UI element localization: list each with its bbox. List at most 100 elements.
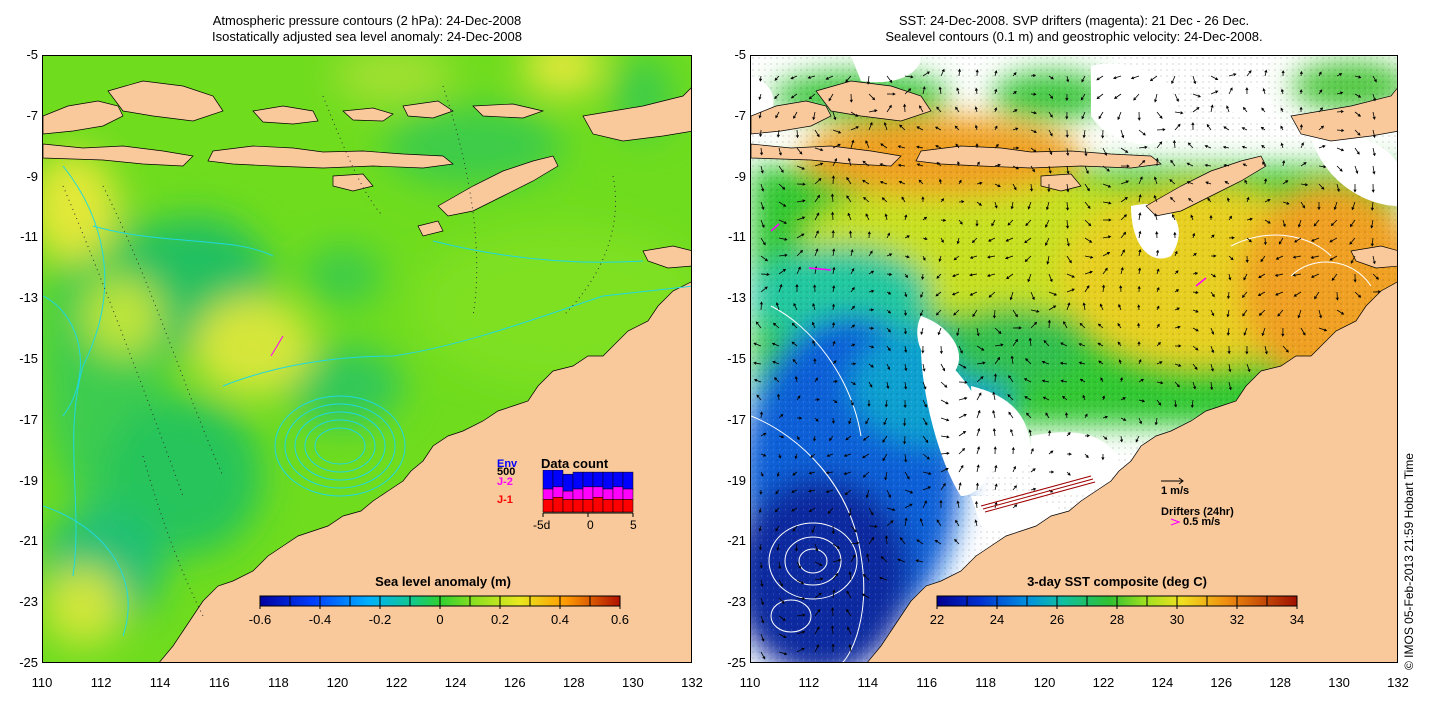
- sea-level-colorbar-title: Sea level anomaly (m): [375, 574, 511, 589]
- geostrophic-velocity-arrows: [753, 68, 1382, 660]
- data-count-bar-j2: [622, 488, 634, 500]
- drifter-tracks: [770, 223, 1207, 287]
- sst-tick-1: 22: [929, 612, 945, 627]
- velocity-arrow-field: [753, 68, 1382, 660]
- left-lat-tick-5: -13: [19, 290, 38, 306]
- sst-tick-6: 32: [1229, 612, 1245, 627]
- islands: [43, 80, 691, 269]
- data-count-title: Data count: [541, 456, 609, 471]
- data-count-bars: [542, 470, 634, 517]
- left-title-line2: Isostatically adjusted sea level anomaly…: [211, 29, 522, 44]
- data-count-bar-env: [592, 471, 604, 488]
- sst-tick-7: 34: [1289, 612, 1305, 627]
- sst-tick-5: 30: [1169, 612, 1185, 627]
- sst-islands: [751, 80, 1397, 269]
- sla-tick-3: -0.2: [368, 612, 392, 627]
- data-count-bar-j2: [592, 486, 604, 498]
- data-count-bar-env: [582, 471, 594, 488]
- count-label: 500: [497, 466, 516, 478]
- left-lat-tick-10: -23: [19, 594, 38, 610]
- data-count-axis: [542, 512, 634, 517]
- data-count-bar-j2: [572, 488, 584, 500]
- right-lon-tick-11: 130: [1328, 675, 1350, 690]
- left-lat-tick-1: -5: [26, 47, 38, 62]
- credit-text: © IMOS 05-Feb-2013 21:59 Hobart Time: [1402, 453, 1416, 670]
- data-count-bar-j1: [612, 499, 624, 513]
- left-lat-tick-11: -25: [19, 655, 38, 670]
- sea-level-contours: [43, 165, 691, 637]
- left-lon-tick-9: 126: [503, 675, 526, 690]
- series-label-env: Env: [497, 458, 518, 470]
- data-count-bar-j1: [572, 499, 584, 513]
- data-count-bar-j1: [552, 497, 564, 513]
- left-lon-tick-12: 132: [681, 675, 703, 690]
- right-lon-tick-5: 118: [975, 675, 996, 690]
- right-lat-tick-5: -13: [727, 290, 746, 306]
- left-lon-tick-6: 120: [326, 675, 349, 690]
- sla-tick-4: 0: [436, 612, 444, 627]
- right-panel-title: SST: 24-Dec-2008. SVP drifters (magenta)…: [750, 13, 1398, 45]
- right-lon-tick-10: 128: [1269, 675, 1292, 690]
- left-lon-tick-3: 114: [149, 675, 171, 690]
- left-lat-tick-2: -7: [26, 107, 38, 123]
- satellite-track: [980, 475, 1096, 513]
- sla-tick-2: -0.4: [308, 612, 332, 627]
- right-lat-tick-9: -21: [727, 533, 746, 549]
- sst-tick-3: 26: [1049, 612, 1065, 627]
- left-panel-title: Atmospheric pressure contours (2 hPa): 2…: [42, 13, 692, 45]
- left-lon-tick-11: 130: [622, 675, 644, 690]
- inset-xtick-1: -5d: [533, 518, 551, 532]
- left-lat-tick-8: -19: [19, 472, 38, 488]
- left-lon-tick-8: 124: [444, 675, 467, 690]
- left-lat-tick-4: -11: [20, 229, 38, 245]
- right-lon-tick-3: 114: [857, 675, 879, 690]
- data-count-bar-j2: [602, 488, 614, 500]
- right-lat-tick-3: -9: [734, 168, 746, 184]
- velocity-scale-label: 1 m/s: [1161, 485, 1190, 497]
- inset-xtick-3: 5: [630, 518, 637, 532]
- right-lon-tick-1: 110: [739, 675, 761, 690]
- left-lon-tick-2: 112: [90, 675, 112, 690]
- left-lon-tick-1: 110: [31, 675, 53, 690]
- right-lat-tick-7: -17: [727, 411, 746, 427]
- right-lat-tick-6: -15: [727, 351, 746, 366]
- right-lat-tick-8: -19: [727, 472, 746, 488]
- right-title-line2: Sealevel contours (0.1 m) and geostrophi…: [885, 29, 1263, 44]
- left-lat-tick-3: -9: [26, 168, 38, 184]
- left-lon-tick-10: 128: [562, 675, 585, 690]
- right-title-line1: SST: 24-Dec-2008. SVP drifters (magenta)…: [898, 13, 1250, 28]
- data-count-bar-j2: [582, 486, 594, 500]
- right-lon-tick-8: 124: [1151, 675, 1174, 690]
- australia-landmass: [159, 281, 691, 662]
- sla-tick-7: 0.6: [610, 612, 630, 627]
- inset-xtick-2: 0: [587, 518, 594, 532]
- right-lon-tick-7: 122: [1092, 675, 1115, 690]
- right-lat-tick-11: -25: [727, 655, 746, 670]
- data-count-bar-j2: [562, 490, 574, 500]
- pressure-contours: [62, 85, 617, 617]
- sst-sea-level-contours: [751, 234, 1372, 662]
- sea-level-anomaly-map: Sea level anomaly (m) -0.6 -0.4 -0.2 0 0…: [42, 55, 692, 663]
- left-lon-tick-4: 116: [208, 675, 230, 690]
- sla-tick-5: 0.2: [490, 612, 510, 627]
- data-count-bar-j1: [602, 499, 614, 513]
- data-count-bar-env: [542, 470, 554, 490]
- data-count-bar-j1: [542, 499, 554, 513]
- data-count-bar-env: [622, 471, 634, 490]
- data-count-bar-j2: [542, 488, 554, 500]
- data-count-bar-env: [552, 470, 564, 488]
- drifter-legend-arrow: [1170, 518, 1181, 526]
- drifters-label: Drifters (24hr): [1161, 506, 1234, 518]
- right-lat-tick-4: -11: [728, 229, 746, 245]
- sla-tick-1: -0.6: [248, 612, 272, 627]
- series-label-j2: J-2: [497, 476, 513, 488]
- data-count-bar-j1: [582, 499, 594, 513]
- cloud-gaps: [751, 56, 1397, 533]
- left-lat-tick-6: -15: [19, 351, 38, 366]
- sst-field: [751, 56, 1397, 662]
- left-lat-tick-7: -17: [19, 411, 38, 427]
- sst-australia-landmass: [867, 281, 1397, 662]
- right-lat-tick-1: -5: [734, 47, 746, 62]
- sst-map: 3-day SST composite (deg C) 22 24 26 28 …: [750, 55, 1398, 663]
- series-label-j1: J-1: [497, 494, 513, 506]
